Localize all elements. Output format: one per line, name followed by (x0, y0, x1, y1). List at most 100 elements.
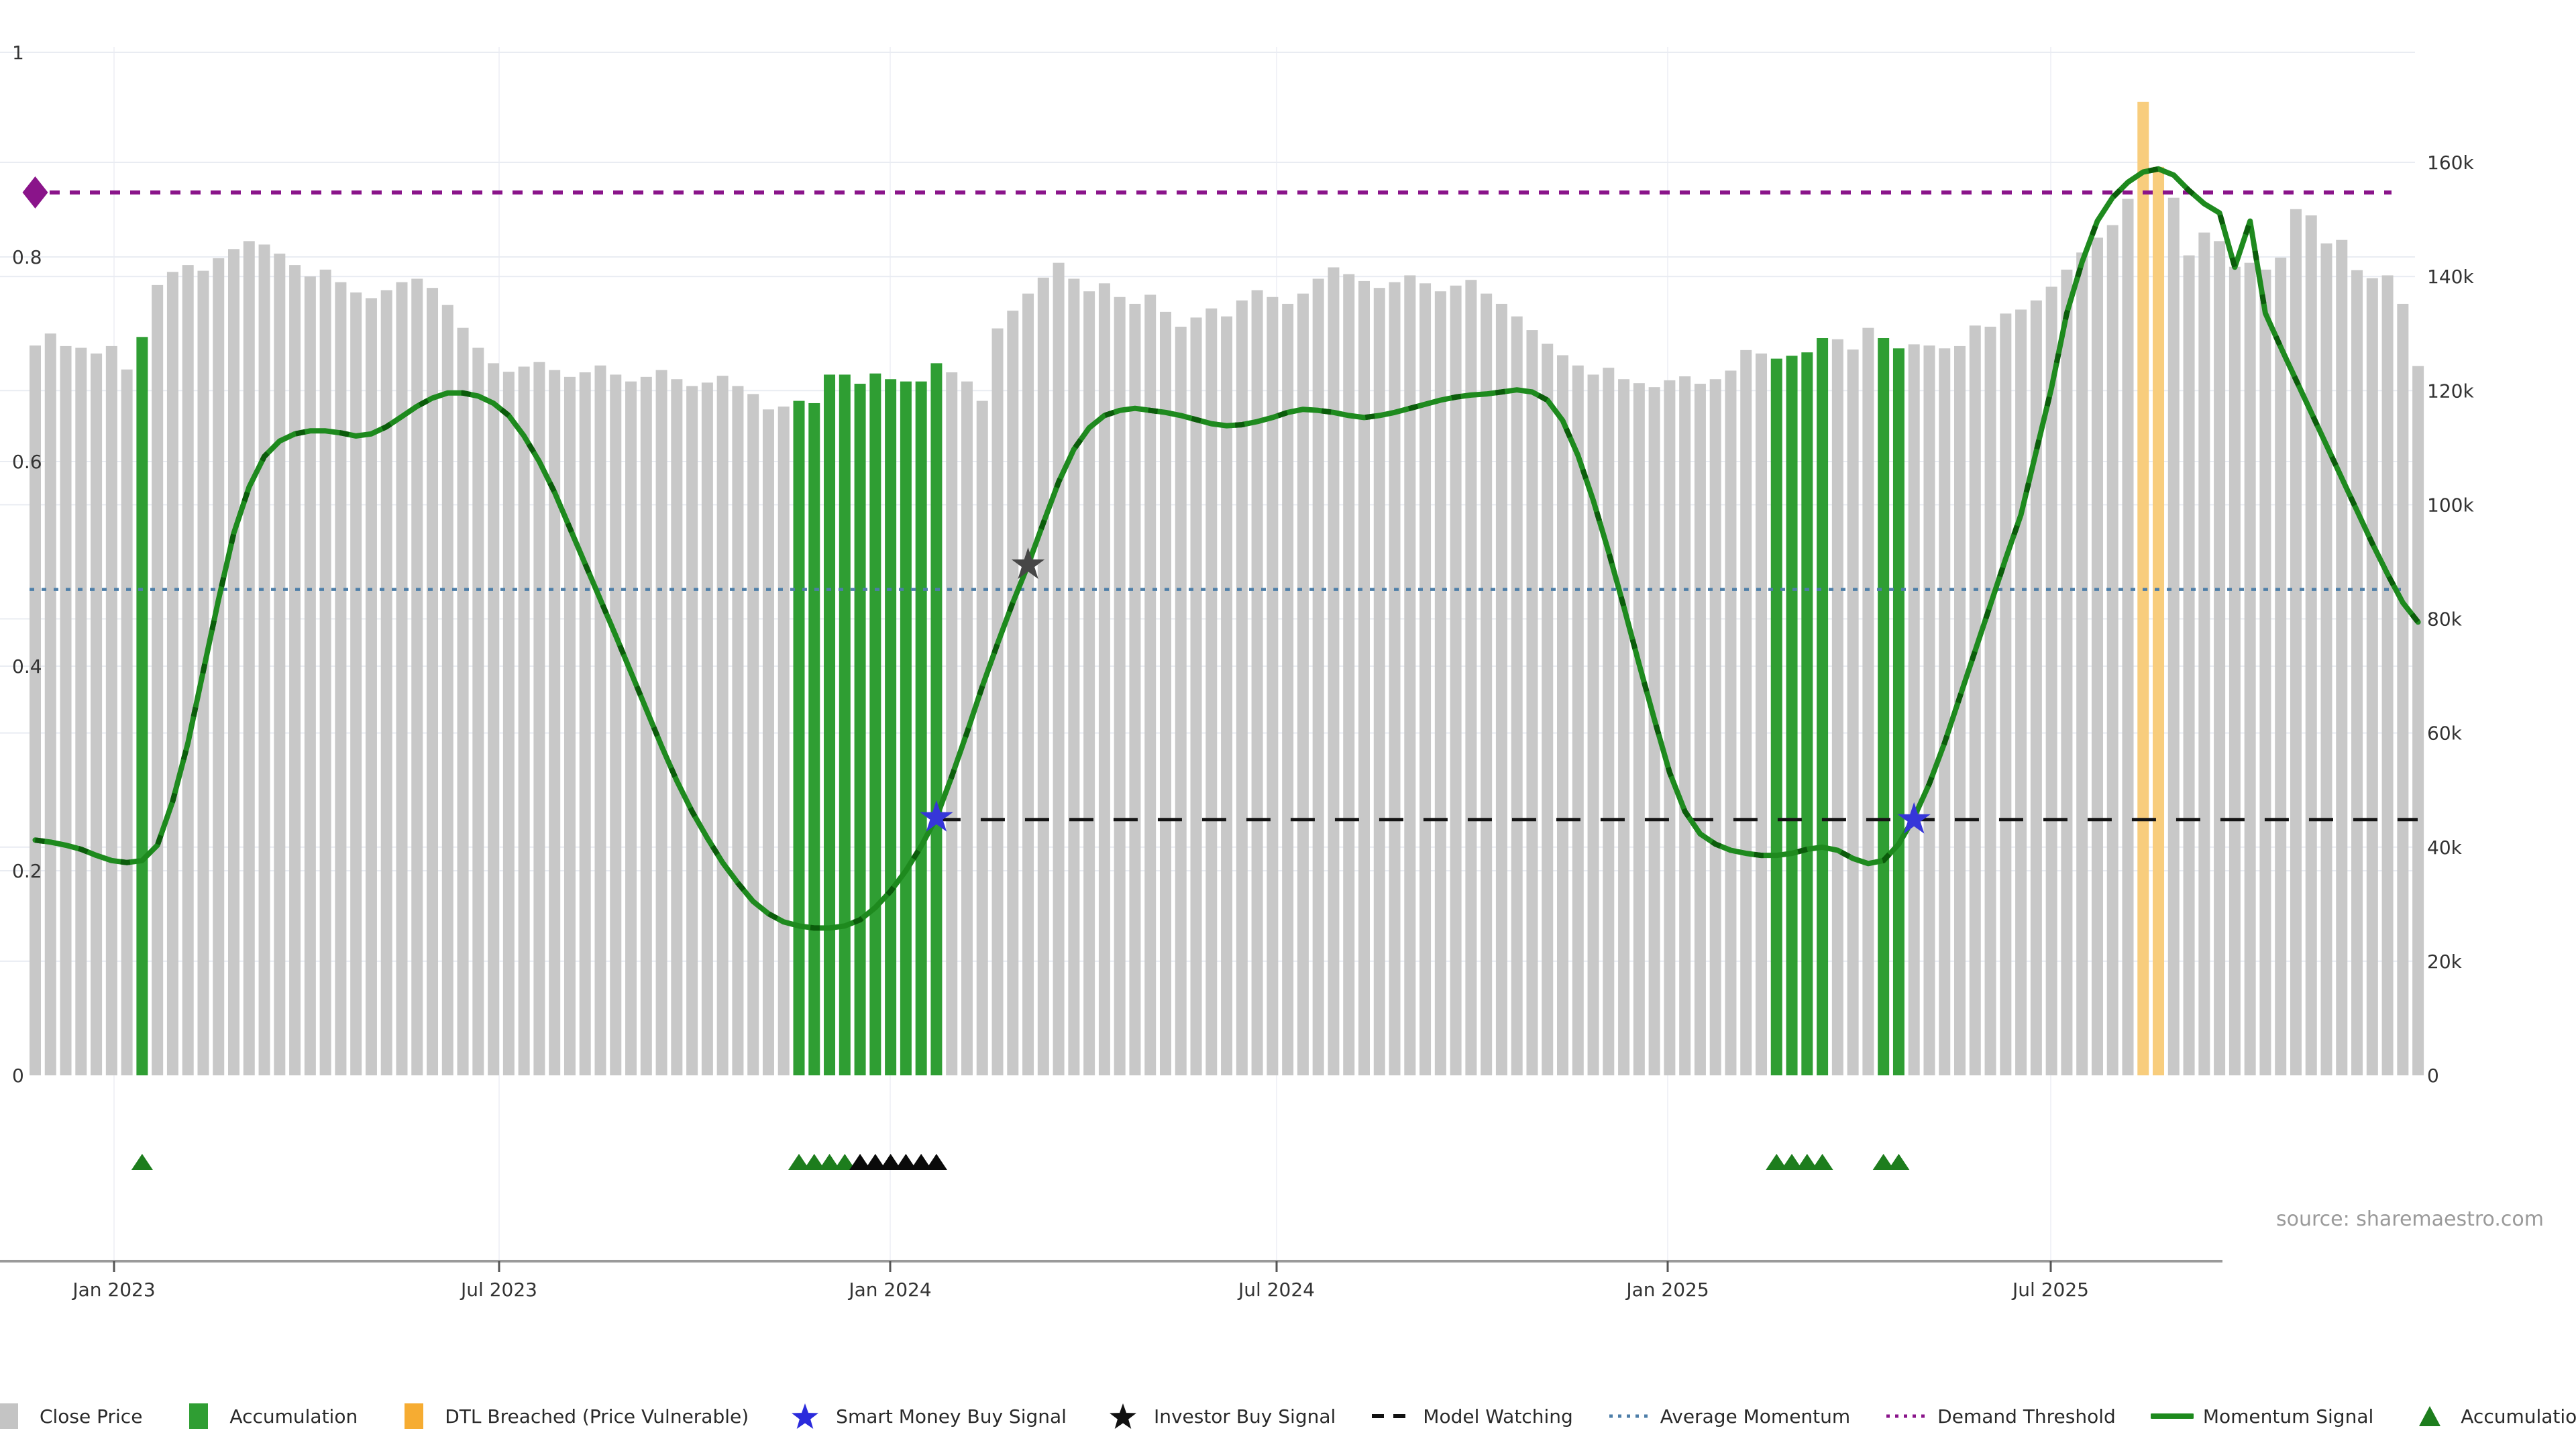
close-price-bar (2030, 300, 2042, 1075)
close-price-bar (625, 381, 637, 1075)
legend-item-investor-buy-signal[interactable]: Investor Buy Signal (1102, 1401, 1336, 1432)
dash-swatch-icon (1372, 1414, 1413, 1418)
accumulation-triangle (788, 1154, 810, 1170)
close-price-bar (1648, 387, 1660, 1075)
close-price-bar (2122, 199, 2134, 1076)
close-price-bar (716, 376, 729, 1075)
close-price-bar (564, 376, 576, 1076)
close-price-bar (1404, 275, 1416, 1076)
accumulation-triangle (1796, 1154, 1818, 1170)
close-price-bar (182, 265, 194, 1075)
legend-item-close-price[interactable]: Close Price (0, 1401, 142, 1432)
close-price-bar (1908, 344, 1920, 1075)
close-price-bar (152, 284, 164, 1075)
close-price-bar (1557, 355, 1568, 1075)
close-price-bar (1159, 311, 1171, 1075)
close-price-bar (2244, 262, 2256, 1076)
close-price-bar (1542, 343, 1554, 1075)
close-price-bar (701, 382, 713, 1075)
close-price-bar (319, 269, 331, 1076)
close-price-bar (2320, 243, 2332, 1075)
close-price-bar (1328, 267, 1340, 1075)
close-price-bar (1481, 293, 1493, 1075)
right-axis-tick-label: 100k (2427, 494, 2474, 516)
legend-item-smart-money-buy-signal[interactable]: Smart Money Buy Signal (784, 1401, 1067, 1432)
close-price-bar (991, 328, 1004, 1075)
close-price-bar (1709, 379, 1721, 1075)
close-price-bar (1053, 262, 1065, 1076)
accumulation-triangle (1766, 1154, 1788, 1170)
close-price-bar (1343, 274, 1355, 1075)
close-price-bar (2076, 252, 2088, 1076)
close-price-bar (258, 244, 270, 1075)
left-axis-tick-label: 0.4 (12, 655, 42, 678)
close-price-bar (1114, 297, 1126, 1075)
right-axis-tick-label: 140k (2427, 266, 2474, 288)
legend-label: Average Momentum (1660, 1405, 1851, 1428)
x-axis-tick-label: Jan 2024 (847, 1279, 931, 1301)
momentum-chart: Jan 2023 Jul 2023 Jan 2024 Jul 2024 Jan 2025… (0, 42, 2474, 1301)
left-axis-tick-label: 0.8 (12, 246, 42, 268)
close-price-bar (2198, 232, 2210, 1076)
close-price-bar (243, 241, 255, 1076)
accumulation-bar (1892, 348, 1904, 1076)
accumulation-bar (839, 374, 851, 1075)
close-price-bar (1862, 327, 1874, 1075)
close-price-bar (2381, 275, 2394, 1076)
x-axis-tick-label: Jul 2025 (2011, 1279, 2089, 1301)
legend-item-accumulation[interactable]: Accumulation (177, 1401, 358, 1432)
close-price-bar (1679, 376, 1691, 1075)
accumulation-triangle (818, 1154, 841, 1170)
accumulation-bar (1801, 352, 1813, 1076)
legend-item-dtl-breached-price-vulnerable[interactable]: DTL Breached (Price Vulnerable) (392, 1401, 749, 1432)
legend-item-average-momentum[interactable]: Average Momentum (1608, 1401, 1850, 1432)
close-price-bar (946, 372, 958, 1075)
legend-item-momentum-signal[interactable]: Momentum Signal (2150, 1401, 2373, 1432)
right-axis-tick-label: 20k (2427, 951, 2463, 973)
right-axis-tick-label: 80k (2427, 608, 2463, 631)
close-price-bar (2290, 209, 2302, 1076)
accumulation-bar (1770, 358, 1782, 1075)
close-price-bar (1190, 317, 1202, 1075)
momentum-signal-line (32, 166, 2421, 931)
close-price-bar (1511, 316, 1523, 1076)
investor-accumulation-triangle (895, 1154, 917, 1170)
close-price-bar (518, 366, 530, 1076)
close-price-bar (441, 305, 453, 1075)
close-price-bar (747, 394, 759, 1075)
source-label: source: sharemaestro.com (2276, 1208, 2544, 1231)
close-price-bar (1389, 282, 1401, 1076)
close-price-bar (1450, 285, 1462, 1075)
close-price-bar (1358, 280, 1370, 1076)
close-price-bar (549, 370, 561, 1076)
accumulation-triangle (1872, 1154, 1894, 1170)
close-price-bar (365, 298, 377, 1076)
investor-accumulation-triangle (864, 1154, 886, 1170)
x-axis-tick-label: Jan 2025 (1625, 1279, 1709, 1301)
close-price-bar (2275, 258, 2287, 1075)
accumulation-bar (1817, 337, 1829, 1076)
investor-accumulation-triangle (849, 1154, 871, 1170)
accumulation-bar (1786, 356, 1798, 1076)
accumulation-bar (136, 337, 148, 1075)
x-axis-tick-label: Jul 2024 (1237, 1279, 1315, 1301)
legend-item-accumulation[interactable]: Accumulation (2408, 1401, 2576, 1432)
close-price-bar (166, 272, 178, 1075)
accumulation-bar (793, 400, 805, 1075)
accumulation-triangle (1888, 1154, 1910, 1170)
close-price-bar (30, 345, 41, 1076)
legend-item-model-watching[interactable]: Model Watching (1371, 1401, 1573, 1432)
close-price-bar (2106, 225, 2118, 1076)
legend-label: DTL Breached (Price Vulnerable) (445, 1405, 749, 1428)
smart-money-buy-signal-star (1897, 802, 1931, 834)
close-price-bar (1007, 311, 1019, 1076)
close-price-bar (2000, 313, 2012, 1075)
legend-item-demand-threshold[interactable]: Demand Threshold (1885, 1401, 2116, 1432)
rect-swatch-icon (189, 1403, 209, 1429)
accumulation-triangle (1781, 1154, 1803, 1170)
close-price-bar (1664, 380, 1676, 1075)
close-price-bar (762, 409, 774, 1075)
close-price-bar (1740, 350, 1752, 1075)
close-price-bar (2412, 366, 2424, 1075)
